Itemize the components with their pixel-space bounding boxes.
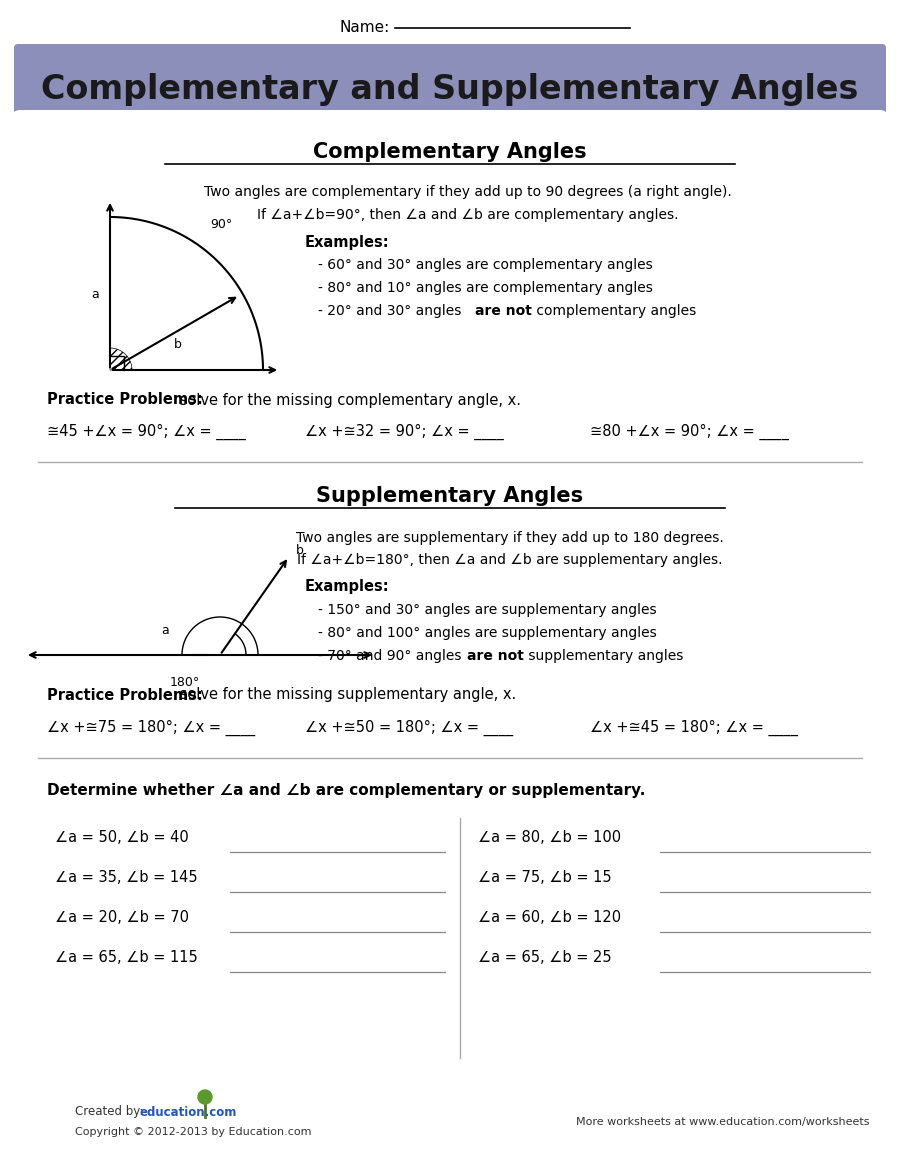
Text: ∠a = 35, ∠b = 145: ∠a = 35, ∠b = 145	[55, 871, 198, 886]
Text: Examples:: Examples:	[305, 235, 390, 250]
Text: ∠x +≅45 = 180°; ∠x = ____: ∠x +≅45 = 180°; ∠x = ____	[590, 720, 798, 736]
Text: Copyright © 2012-2013 by Education.com: Copyright © 2012-2013 by Education.com	[75, 1127, 311, 1137]
Text: ∠a = 60, ∠b = 120: ∠a = 60, ∠b = 120	[478, 910, 621, 925]
FancyBboxPatch shape	[12, 110, 888, 1080]
FancyBboxPatch shape	[14, 44, 886, 136]
Text: ∠a = 75, ∠b = 15: ∠a = 75, ∠b = 15	[478, 871, 612, 886]
Text: 90°: 90°	[210, 218, 232, 231]
Text: Two angles are complementary if they add up to 90 degrees (a right angle).: Two angles are complementary if they add…	[204, 185, 732, 199]
Text: Practice Problems:: Practice Problems:	[47, 687, 202, 702]
Text: - 60° and 30° angles are complementary angles: - 60° and 30° angles are complementary a…	[318, 258, 652, 272]
Text: ∠a = 50, ∠b = 40: ∠a = 50, ∠b = 40	[55, 830, 189, 845]
Text: complementary angles: complementary angles	[532, 304, 697, 318]
Text: ∠x +≅75 = 180°; ∠x = ____: ∠x +≅75 = 180°; ∠x = ____	[47, 720, 255, 736]
Text: ∠a = 65, ∠b = 25: ∠a = 65, ∠b = 25	[478, 951, 612, 966]
Text: Examples:: Examples:	[305, 579, 390, 594]
Text: ∠x +≅50 = 180°; ∠x = ____: ∠x +≅50 = 180°; ∠x = ____	[305, 720, 513, 736]
Text: Created by:: Created by:	[75, 1105, 143, 1118]
Text: solve for the missing complementary angle, x.: solve for the missing complementary angl…	[175, 392, 521, 408]
Text: are not: are not	[467, 649, 524, 663]
Text: solve for the missing supplementary angle, x.: solve for the missing supplementary angl…	[175, 687, 517, 702]
Text: b: b	[296, 545, 304, 557]
Text: a: a	[161, 623, 169, 636]
Text: 180°: 180°	[170, 677, 200, 690]
Text: - 150° and 30° angles are supplementary angles: - 150° and 30° angles are supplementary …	[318, 603, 657, 616]
Text: ∠a = 80, ∠b = 100: ∠a = 80, ∠b = 100	[478, 830, 621, 845]
Text: - 20° and 30° angles: - 20° and 30° angles	[318, 304, 466, 318]
Text: are not: are not	[475, 304, 532, 318]
Text: supplementary angles: supplementary angles	[524, 649, 683, 663]
Text: - 80° and 100° angles are supplementary angles: - 80° and 100° angles are supplementary …	[318, 626, 657, 640]
Text: If ∠a+∠b=90°, then ∠a and ∠b are complementary angles.: If ∠a+∠b=90°, then ∠a and ∠b are complem…	[257, 208, 679, 222]
Text: If ∠a+∠b=180°, then ∠a and ∠b are supplementary angles.: If ∠a+∠b=180°, then ∠a and ∠b are supple…	[297, 553, 723, 567]
Text: Complementary and Supplementary Angles: Complementary and Supplementary Angles	[41, 73, 859, 107]
Text: Determine whether ∠a and ∠b are complementary or supplementary.: Determine whether ∠a and ∠b are compleme…	[47, 783, 645, 798]
Text: education.com: education.com	[140, 1105, 238, 1118]
Text: Two angles are supplementary if they add up to 180 degrees.: Two angles are supplementary if they add…	[296, 531, 724, 545]
Text: Complementary Angles: Complementary Angles	[313, 142, 587, 163]
Text: ≅45 +∠x = 90°; ∠x = ____: ≅45 +∠x = 90°; ∠x = ____	[47, 424, 246, 440]
Text: ∠x +≅32 = 90°; ∠x = ____: ∠x +≅32 = 90°; ∠x = ____	[305, 424, 504, 440]
Text: Name:: Name:	[340, 21, 390, 36]
Text: ∠a = 65, ∠b = 115: ∠a = 65, ∠b = 115	[55, 951, 198, 966]
Text: a: a	[91, 288, 99, 302]
Text: - 80° and 10° angles are complementary angles: - 80° and 10° angles are complementary a…	[318, 281, 652, 295]
Text: b: b	[174, 338, 182, 351]
Text: More worksheets at www.education.com/worksheets: More worksheets at www.education.com/wor…	[577, 1117, 870, 1127]
Text: Supplementary Angles: Supplementary Angles	[317, 486, 583, 506]
Circle shape	[198, 1090, 212, 1104]
Text: ∠a = 20, ∠b = 70: ∠a = 20, ∠b = 70	[55, 910, 189, 925]
Text: ≅80 +∠x = 90°; ∠x = ____: ≅80 +∠x = 90°; ∠x = ____	[590, 424, 789, 440]
Text: - 70° and 90° angles: - 70° and 90° angles	[318, 649, 466, 663]
Text: Practice Problems:: Practice Problems:	[47, 392, 202, 408]
